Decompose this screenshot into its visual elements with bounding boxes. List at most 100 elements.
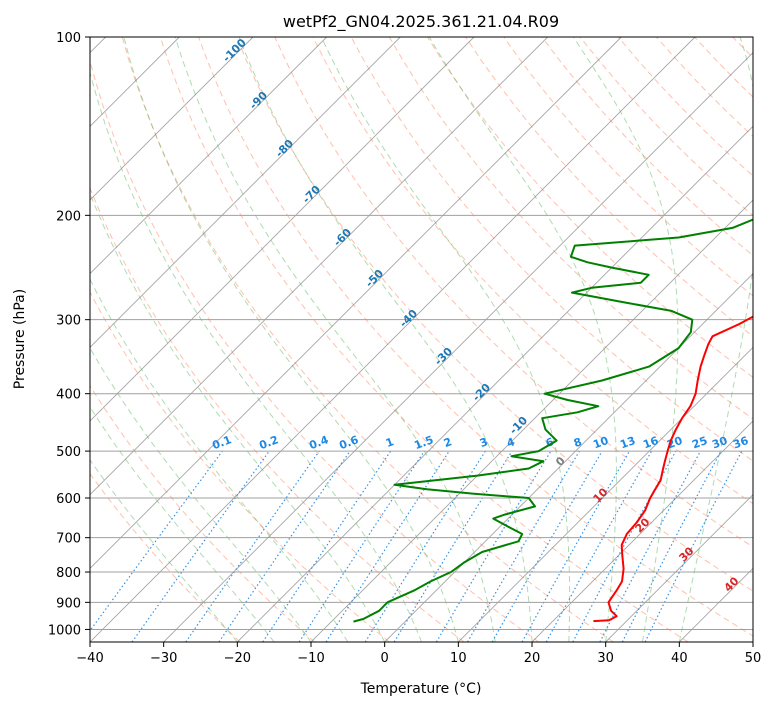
isotherm-line bbox=[90, 37, 327, 275]
pressure-grid bbox=[90, 37, 753, 630]
isotherm-line bbox=[531, 420, 753, 642]
y-tick-label: 800 bbox=[56, 566, 81, 581]
moist-adiabat-line bbox=[320, 37, 571, 642]
mixing-ratio-line bbox=[90, 450, 223, 632]
moist-adiabat-line bbox=[90, 406, 275, 642]
y-tick-label: 400 bbox=[56, 388, 81, 403]
x-axis-title: Temperature (°C) bbox=[360, 681, 482, 697]
mixing-ratio-label-8: 4 bbox=[505, 435, 517, 450]
dry-adiabat-line bbox=[274, 37, 753, 548]
x-tick-label: 40 bbox=[671, 651, 688, 666]
y-tick-label: 200 bbox=[56, 209, 81, 224]
dry-adiabat-line bbox=[388, 37, 753, 420]
mixing-ratio-label-7: 3 bbox=[478, 435, 490, 450]
dry-adiabat-line bbox=[426, 37, 753, 378]
background-lines bbox=[90, 37, 775, 642]
y-axis-title: Pressure (hPa) bbox=[12, 289, 28, 389]
mixing-ratio-line bbox=[185, 450, 320, 642]
profile-series bbox=[353, 218, 753, 623]
mixing-ratio-label-4: 1 bbox=[384, 435, 396, 450]
mixing-ratio-label-17: 36 bbox=[731, 434, 750, 452]
moist-adiabat-line bbox=[572, 37, 679, 642]
x-tick-label: 30 bbox=[597, 651, 614, 666]
moist-adiabat-line bbox=[90, 459, 238, 642]
mixing-ratio-line bbox=[325, 450, 450, 642]
isotherm-line bbox=[90, 37, 622, 569]
mixing-ratio-label-13: 16 bbox=[641, 434, 660, 452]
isotherm-line bbox=[752, 641, 753, 642]
plot-background bbox=[90, 37, 753, 642]
x-tick-label: 50 bbox=[745, 651, 762, 666]
y-tick-label: 700 bbox=[56, 532, 81, 547]
dry-adiabat-line bbox=[465, 37, 753, 338]
dewpoint-profile-line bbox=[353, 218, 753, 623]
x-tick-label: −40 bbox=[76, 651, 103, 666]
moist-adiabat-line bbox=[123, 37, 459, 642]
mixing-ratio-line bbox=[644, 450, 743, 642]
mixing-ratio-label-11: 10 bbox=[591, 434, 610, 452]
mixing-ratio-label-15: 25 bbox=[690, 434, 709, 451]
chart-title: wetPf2_GN04.2025.361.21.04.R09 bbox=[283, 12, 559, 32]
moist-adiabat-line bbox=[238, 37, 533, 642]
isotherm-line bbox=[90, 37, 401, 348]
mixing-ratio-line bbox=[572, 450, 677, 642]
moist-adiabat-line bbox=[678, 37, 753, 642]
y-tick-label: 500 bbox=[56, 445, 81, 460]
y-axis: 100 200 300 400 500 600 700 800 900 1000 bbox=[48, 31, 90, 638]
isotherm-line bbox=[384, 273, 753, 642]
plot-frame bbox=[89, 36, 754, 643]
mixing-ratio-line bbox=[545, 450, 653, 642]
mixing-ratio-line bbox=[262, 450, 392, 642]
y-tick-label: 600 bbox=[56, 492, 81, 507]
mixing-ratio-line bbox=[218, 450, 351, 642]
mixing-ratio-label-10: 8 bbox=[572, 435, 584, 450]
mixing-ratio-label-0: 0.1 bbox=[210, 433, 233, 452]
mixing-ratio-label-9: 6 bbox=[544, 435, 556, 450]
isotherm-line bbox=[605, 494, 753, 642]
moist-adiabat-line bbox=[174, 37, 496, 642]
dry-adiabat-line bbox=[90, 59, 540, 642]
mixing-ratio-label-12: 13 bbox=[618, 434, 637, 451]
y-tick-label: 1000 bbox=[48, 623, 81, 638]
y-tick-label: 900 bbox=[56, 596, 81, 611]
dry-adiabat-line bbox=[90, 186, 465, 642]
x-axis: −40 −30 −20 −10 0 10 20 30 40 50 bbox=[76, 642, 761, 666]
dry-adiabat-line bbox=[159, 37, 689, 642]
x-tick-label: −10 bbox=[297, 651, 324, 666]
mixing-ratio-line bbox=[298, 450, 425, 642]
isotherm-line bbox=[237, 125, 753, 642]
isotherm-line bbox=[90, 37, 548, 496]
isotherm-line bbox=[458, 346, 753, 642]
dry-adiabat-line bbox=[236, 37, 753, 592]
mixing-ratio-label-6: 2 bbox=[442, 435, 454, 450]
y-tick-label: 100 bbox=[56, 31, 81, 46]
dry-adiabat-line bbox=[350, 37, 753, 462]
x-tick-label: 10 bbox=[450, 651, 467, 666]
isotherm-line bbox=[90, 37, 475, 422]
isotherm-line bbox=[310, 199, 753, 642]
dry-adiabat-line bbox=[771, 37, 775, 642]
moist-adiabat-line bbox=[90, 278, 349, 642]
x-tick-label: 0 bbox=[381, 651, 389, 666]
mixing-ratio-label-1: 0.2 bbox=[257, 433, 280, 452]
mixing-ratio-label-5: 1.5 bbox=[412, 433, 435, 452]
dry-adiabat-line bbox=[90, 291, 390, 642]
mixing-ratio-label-14: 20 bbox=[665, 434, 684, 452]
mixing-ratio-line bbox=[131, 450, 270, 642]
x-tick-label: 20 bbox=[524, 651, 541, 666]
mixing-ratio-label-16: 30 bbox=[710, 434, 729, 452]
isotherm-line bbox=[163, 52, 753, 642]
isotherm-line bbox=[90, 37, 696, 642]
moist-adiabat-line bbox=[90, 192, 386, 642]
dry-adiabat-line bbox=[90, 472, 241, 642]
mixing-ratio-line bbox=[521, 450, 631, 642]
y-tick-label: 300 bbox=[56, 314, 81, 329]
isotherm-line bbox=[90, 37, 254, 201]
dry-adiabat-line bbox=[90, 384, 316, 642]
moist-adiabat-line bbox=[90, 70, 422, 642]
mixing-ratio-label-2: 0.4 bbox=[307, 433, 330, 452]
dry-adiabat-line bbox=[312, 37, 753, 505]
mixing-ratio-label-3: 0.6 bbox=[337, 433, 360, 452]
temperature-profile-line bbox=[593, 315, 753, 623]
